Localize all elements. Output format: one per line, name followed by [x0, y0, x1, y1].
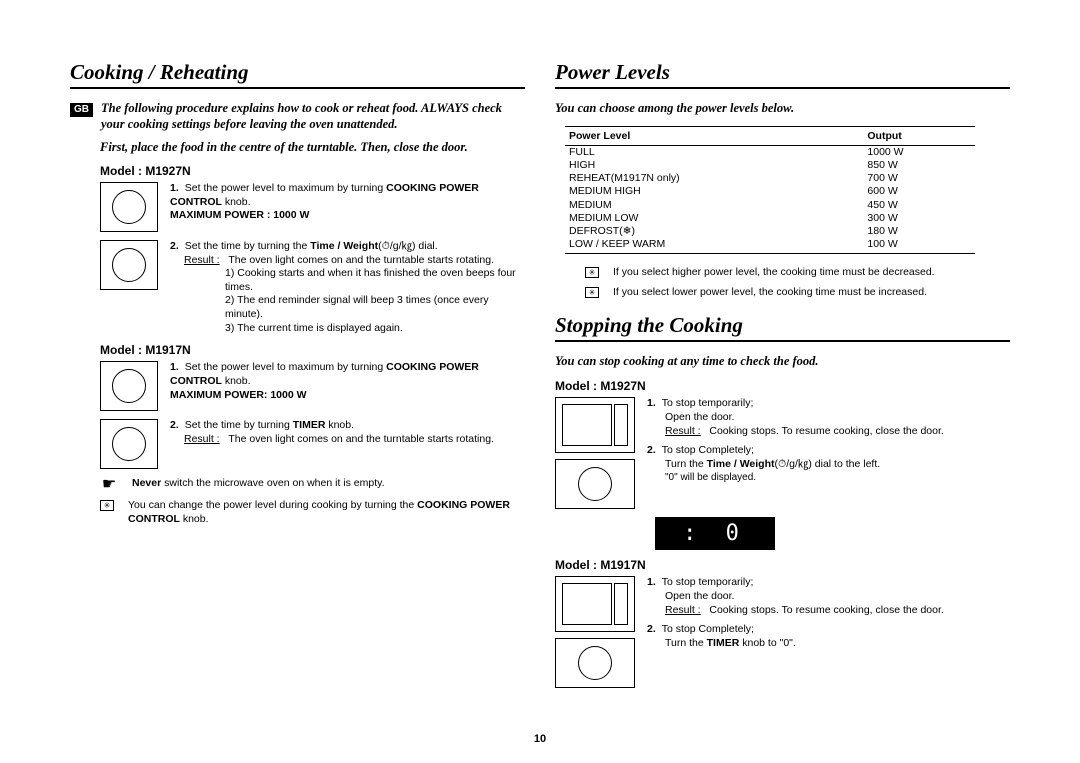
cooking-reheating-title: Cooking / Reheating — [70, 60, 525, 89]
m2-step1-body: 1.Set the power level to maximum by turn… — [170, 361, 525, 411]
power-level-table: Power Level Output FULL1000 W HIGH850 W … — [565, 126, 975, 254]
tip-higher-power: ✳ If you select higher power level, the … — [585, 266, 1010, 280]
m2-step2: 2.Set the time by turning TIMER knob. Re… — [100, 419, 525, 469]
power-dial-icon — [100, 361, 158, 411]
timer-dial-icon — [555, 638, 635, 688]
stopping-intro: You can stop cooking at any time to chec… — [555, 354, 1010, 369]
max-power: MAXIMUM POWER : 1000 W — [170, 209, 309, 221]
step-number: 1. — [647, 576, 656, 588]
s1-body: 1.To stop temporarily; Open the door. Re… — [647, 397, 1010, 509]
microwave-icon — [555, 397, 635, 453]
page-number: 10 — [0, 733, 1080, 745]
change-power-note: ✳ You can change the power level during … — [100, 499, 525, 526]
display-readout: : 0 — [655, 517, 775, 550]
power-dial-icon — [100, 182, 158, 232]
table-row: HIGH850 W — [565, 159, 975, 172]
stop-model-m1917n: Model : M1917N — [555, 558, 1010, 572]
tip-lower-power: ✳ If you select lower power level, the c… — [585, 286, 1010, 300]
table-row: MEDIUM LOW300 W — [565, 212, 975, 225]
result-label: Result : — [184, 433, 220, 445]
s1-step1: 1.To stop temporarily; Open the door. Re… — [555, 397, 1010, 509]
intro-row: GB The following procedure explains how … — [70, 101, 525, 132]
m1-step1-body: 1.Set the power level to maximum by turn… — [170, 182, 525, 232]
model-m1927n-label: Model : M1927N — [100, 164, 525, 178]
timer-dial-icon — [100, 240, 158, 290]
never-note: ☛ Never switch the microwave oven on whe… — [100, 477, 525, 493]
table-row: LOW / KEEP WARM100 W — [565, 238, 975, 254]
step-number: 2. — [647, 444, 656, 456]
intro-text-2: First, place the food in the centre of t… — [100, 140, 525, 156]
m1-step2-body: 2.Set the time by turning the Time / Wei… — [170, 240, 525, 335]
m1-sublist: 1) Cooking starts and when it has finish… — [225, 267, 525, 335]
stop-model-m1927n: Model : M1927N — [555, 379, 1010, 393]
table-row: MEDIUM HIGH600 W — [565, 185, 975, 198]
m2-step1: 1.Set the power level to maximum by turn… — [100, 361, 525, 411]
step-number: 1. — [170, 361, 179, 373]
result-label: Result : — [665, 604, 701, 616]
stopping-cooking-title: Stopping the Cooking — [555, 313, 1010, 342]
s2-body: 1.To stop temporarily; Open the door. Re… — [647, 576, 1010, 688]
table-row: REHEAT(M1917N only)700 W — [565, 172, 975, 185]
power-table-body: FULL1000 W HIGH850 W REHEAT(M1917N only)… — [565, 146, 975, 254]
left-column: Cooking / Reheating GB The following pro… — [70, 60, 525, 696]
table-row: DEFROST(❄)180 W — [565, 225, 975, 238]
intro-text-1: The following procedure explains how to … — [101, 101, 525, 132]
m2-step2-body: 2.Set the time by turning TIMER knob. Re… — [170, 419, 525, 469]
timer-dial-icon — [555, 459, 635, 509]
m1-step1: 1.Set the power level to maximum by turn… — [100, 182, 525, 232]
s2-step1: 1.To stop temporarily; Open the door. Re… — [555, 576, 1010, 688]
table-row: FULL1000 W — [565, 146, 975, 160]
note-box-icon: ✳ — [585, 287, 599, 298]
gb-badge: GB — [70, 103, 93, 117]
max-power: MAXIMUM POWER: 1000 W — [170, 389, 307, 401]
step-number: 2. — [170, 419, 179, 431]
step-number: 2. — [647, 623, 656, 635]
m1-step2: 2.Set the time by turning the Time / Wei… — [100, 240, 525, 335]
note-box-icon: ✳ — [100, 500, 114, 511]
model-m1917n-label: Model : M1917N — [100, 343, 525, 357]
note-box-icon: ✳ — [585, 267, 599, 278]
step-number: 2. — [170, 240, 179, 252]
microwave-icon — [555, 576, 635, 632]
table-row: MEDIUM450 W — [565, 199, 975, 212]
step-number: 1. — [647, 397, 656, 409]
timer-dial-icon — [100, 419, 158, 469]
power-levels-intro: You can choose among the power levels be… — [555, 101, 1010, 116]
step-number: 1. — [170, 182, 179, 194]
right-column: Power Levels You can choose among the po… — [555, 60, 1010, 696]
pointer-icon: ☛ — [100, 477, 118, 493]
table-header-power-level: Power Level — [565, 127, 863, 146]
result-label: Result : — [665, 425, 701, 437]
page-content: Cooking / Reheating GB The following pro… — [70, 60, 1010, 696]
result-label: Result : — [184, 254, 220, 266]
power-levels-title: Power Levels — [555, 60, 1010, 89]
table-header-output: Output — [863, 127, 974, 146]
